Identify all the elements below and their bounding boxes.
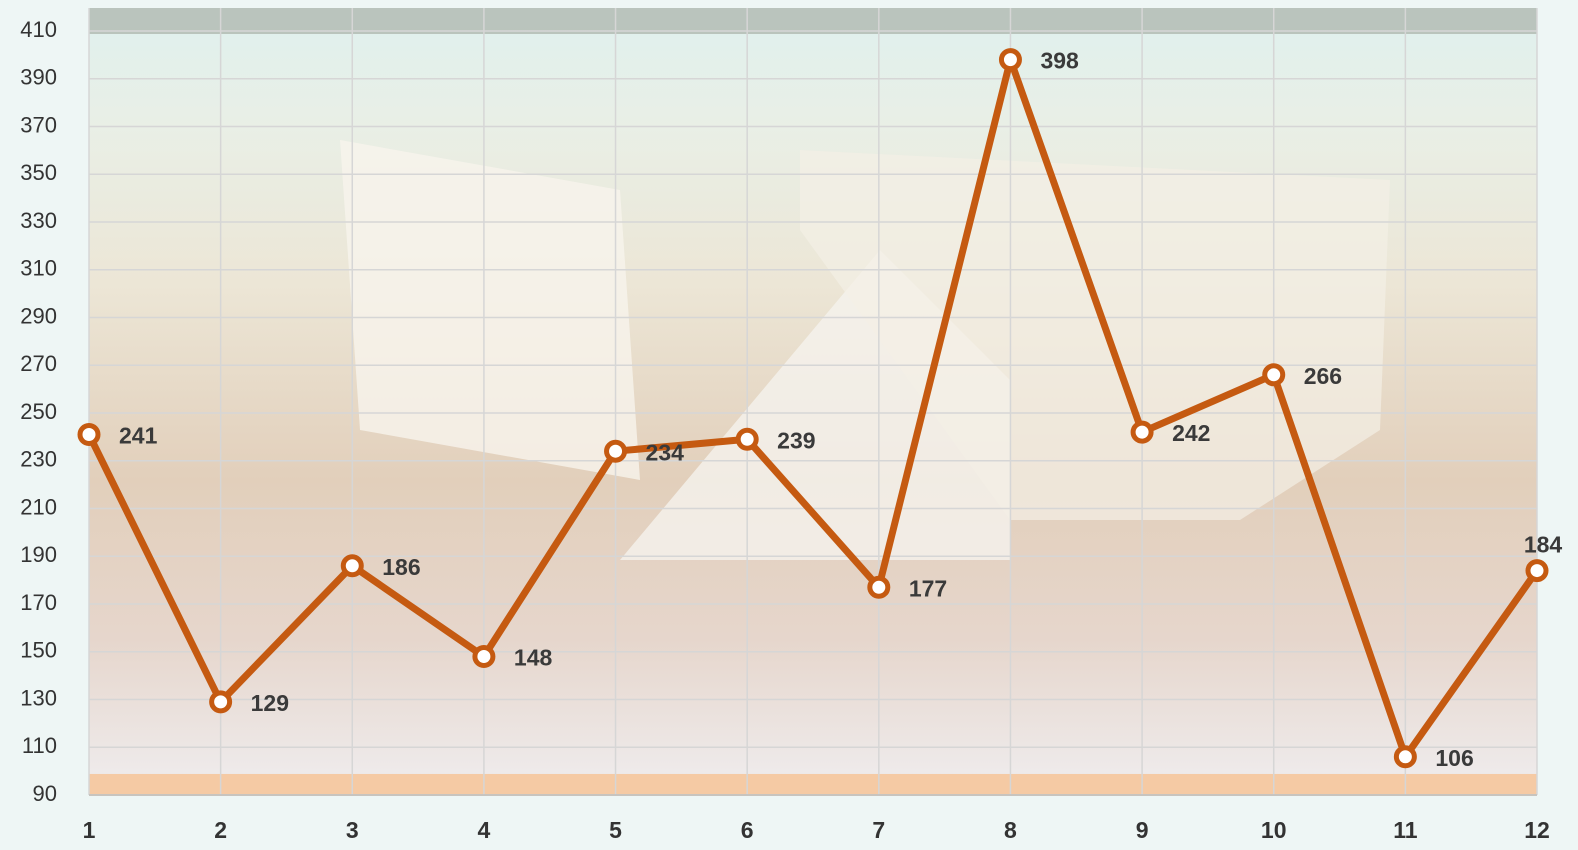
y-tick-label: 350 [20,160,57,185]
y-tick-label: 150 [20,638,57,663]
y-tick-label: 410 [20,17,57,42]
y-tick-label: 370 [20,112,57,137]
data-label: 184 [1524,532,1563,558]
x-tick-label: 6 [741,817,754,843]
x-tick-label: 1 [83,817,96,843]
data-point [209,690,233,714]
y-tick-label: 230 [20,447,57,472]
x-tick-label: 4 [478,817,491,843]
data-label: 234 [646,439,685,465]
data-label: 186 [382,554,420,580]
y-tick-label: 170 [20,590,57,615]
data-point [735,427,759,451]
y-tick-label: 310 [20,256,57,281]
data-point [867,575,891,599]
y-tick-label: 290 [20,303,57,328]
data-label: 266 [1304,363,1342,389]
data-label: 239 [777,427,815,453]
data-point [604,439,628,463]
data-point [998,48,1022,72]
x-tick-label: 7 [872,817,885,843]
data-point [77,422,101,446]
data-line [85,56,1540,761]
plot-band [89,8,1537,34]
y-tick-label: 250 [20,399,57,424]
data-label: 398 [1040,48,1079,74]
x-tick-label: 9 [1136,817,1149,843]
data-point [472,645,496,669]
data-label: 177 [909,575,947,601]
data-point [1393,745,1417,769]
x-tick-label: 12 [1524,817,1550,843]
data-point [1525,559,1549,583]
y-tick-label: 130 [20,685,57,710]
data-point [1262,363,1286,387]
decor [800,150,1390,520]
data-point [1130,420,1154,444]
x-tick-label: 10 [1261,817,1287,843]
data-point [340,554,364,578]
data-label: 106 [1435,745,1473,771]
y-tick-label: 390 [20,65,57,90]
y-tick-label: 210 [20,494,57,519]
data-label: 241 [119,423,158,449]
x-tick-label: 3 [346,817,359,843]
y-tick-label: 90 [33,781,57,806]
x-tick-label: 5 [609,817,622,843]
plot-band [89,774,1537,796]
y-tick-label: 270 [20,351,57,376]
y-tick-label: 190 [20,542,57,567]
data-label: 148 [514,645,553,671]
y-tick-label: 110 [22,733,57,758]
x-tick-label: 8 [1004,817,1017,843]
y-tick-label: 330 [20,208,57,233]
x-tick-label: 2 [214,817,227,843]
x-tick-label: 11 [1393,817,1418,843]
data-label: 129 [251,690,289,716]
decor [340,140,640,480]
data-label: 242 [1172,420,1210,446]
